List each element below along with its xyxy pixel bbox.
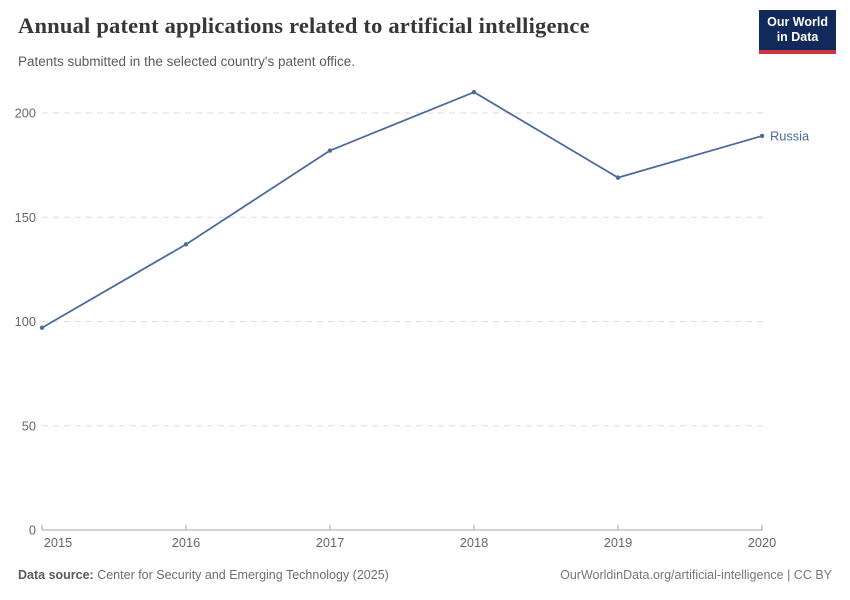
entity-label-russia[interactable]: Russia <box>770 128 810 143</box>
series-line-russia[interactable] <box>41 91 763 329</box>
x-tick-label: 2018 <box>460 535 488 550</box>
x-tick-label: 2019 <box>604 535 632 550</box>
data-point[interactable] <box>327 148 333 153</box>
x-tick-label: 2017 <box>316 535 344 550</box>
data-point[interactable] <box>759 133 765 139</box>
y-tick-label: 100 <box>15 314 36 329</box>
chart-footer: Data source: Center for Security and Eme… <box>18 568 832 582</box>
owid-logo[interactable]: Our World in Data <box>759 10 836 54</box>
x-tick-label: 2015 <box>44 535 72 550</box>
data-point[interactable] <box>471 89 477 95</box>
data-point[interactable] <box>615 175 621 180</box>
y-tick-label: 200 <box>15 106 36 121</box>
chart-subtitle: Patents submitted in the selected countr… <box>18 54 356 69</box>
x-tick-label: 2016 <box>172 535 200 550</box>
x-tick-label: 2020 <box>748 535 776 550</box>
owid-logo-line1: Our World <box>767 15 828 29</box>
data-point[interactable] <box>39 325 45 330</box>
data-point[interactable] <box>183 242 189 247</box>
y-tick-label: 150 <box>15 210 36 225</box>
attribution-link[interactable]: OurWorldinData.org/artificial-intelligen… <box>560 568 832 582</box>
data-source: Data source: Center for Security and Eme… <box>18 568 389 582</box>
y-tick-label: 0 <box>29 523 36 538</box>
owid-logo-line2: in Data <box>776 30 819 45</box>
page-title: Annual patent applications related to ar… <box>18 13 590 38</box>
data-source-label: Data source: <box>18 568 94 582</box>
y-tick-label: 50 <box>22 418 36 433</box>
data-source-value: Center for Security and Emerging Technol… <box>93 568 389 582</box>
